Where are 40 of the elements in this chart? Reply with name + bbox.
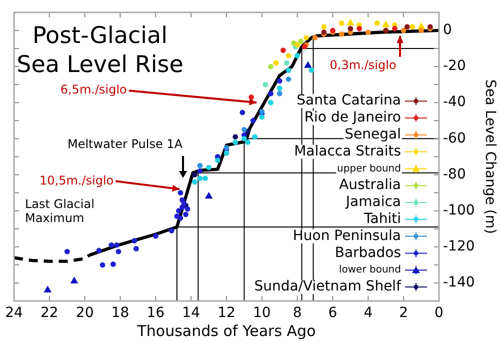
x-tick-label: 2 xyxy=(399,305,408,322)
legend-label: Santa Catarina xyxy=(296,92,401,109)
annotation: Meltwater Pulse 1A xyxy=(67,137,184,152)
x-tick-label: 14 xyxy=(182,305,200,322)
x-tick-label: 16 xyxy=(146,305,165,322)
x-tick-label: 8 xyxy=(292,305,302,322)
legend-label: Barbados xyxy=(334,244,401,261)
annotation: 0,3m./siglo xyxy=(330,58,396,72)
text: Post-Glacial Sea Level Rise xyxy=(16,22,184,78)
legend-label: Australia xyxy=(339,177,401,194)
legend-label: Sunda/Vietnam Shelf xyxy=(254,278,402,295)
y-axis-title: Sea Level Change (m) xyxy=(482,79,498,234)
legend-label: lower bound xyxy=(338,264,401,276)
y-tick-label: -80 xyxy=(443,166,466,182)
annotation: Last Glacial Maximum xyxy=(25,197,94,226)
legend-label: Senegal xyxy=(344,126,401,143)
legend-label: Rio de Janeiro xyxy=(304,110,401,126)
y-tick-label: -140 xyxy=(443,274,475,291)
x-tick-label: 4 xyxy=(364,305,373,322)
y-tick-label: -60 xyxy=(443,130,466,146)
legend-label: Tahiti xyxy=(363,211,401,228)
x-tick-label: 10 xyxy=(253,305,271,322)
y-tick-label: -20 xyxy=(443,58,466,74)
annotation: 10,5m./siglo xyxy=(39,173,114,188)
x-tick-label: 18 xyxy=(111,305,130,322)
legend-label: upper bound xyxy=(337,163,401,174)
x-tick-label: 20 xyxy=(76,305,94,322)
y-tick-label: 0 xyxy=(443,22,452,38)
legend-label: Malacca Straits xyxy=(294,143,401,160)
y-tick-label: -120 xyxy=(443,238,475,255)
legend-label: Huon Peninsula xyxy=(292,228,401,244)
x-axis-title: Thousands of Years Ago xyxy=(136,322,316,340)
y-tick-label: -40 xyxy=(443,94,466,110)
x-tick-label: 12 xyxy=(218,305,236,322)
y-tick-label: -100 xyxy=(443,202,475,218)
x-tick-label: 6 xyxy=(328,305,338,322)
annotation: 6,5m./siglo xyxy=(60,82,127,97)
legend-label: Jamaica xyxy=(344,194,401,210)
x-tick-label: 22 xyxy=(40,305,58,322)
x-tick-label: 24 xyxy=(5,305,23,322)
